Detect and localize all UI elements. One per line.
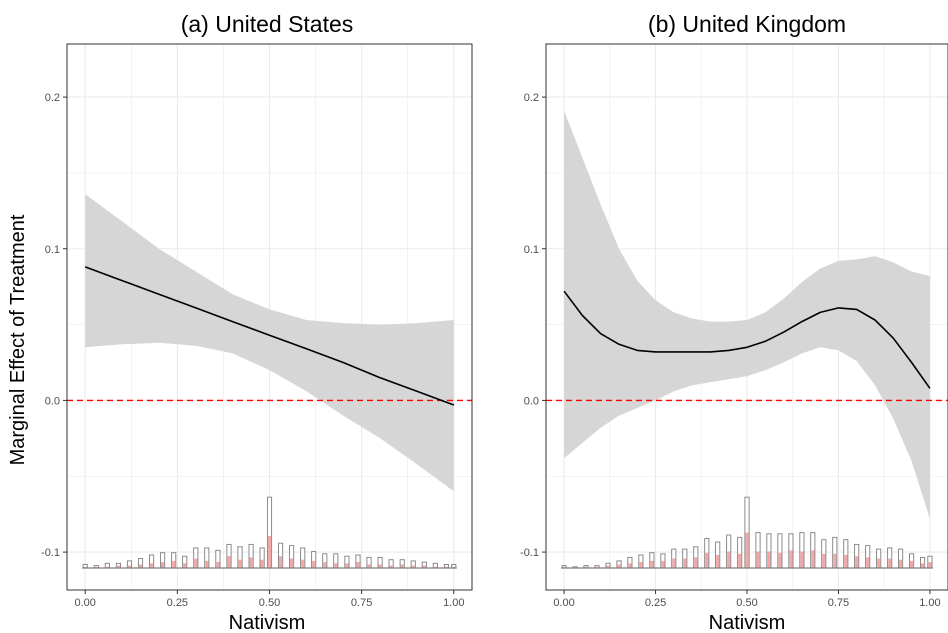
histogram-bar-treated (928, 562, 932, 568)
histogram-bar-treated (833, 553, 837, 568)
x-tick-label: 0.25 (645, 597, 666, 609)
histogram-bar-treated (345, 563, 349, 568)
histogram-bar-treated (301, 559, 305, 568)
histogram-bar-treated (756, 551, 760, 568)
histogram-bar-treated (411, 565, 415, 568)
histogram-bar-treated (150, 563, 154, 568)
histogram-bar-treated (738, 553, 742, 568)
marginal-effect-line (84, 266, 455, 406)
x-tick-label: 0.00 (553, 597, 574, 609)
histogram-bar-treated (683, 558, 687, 568)
histogram-bar-treated (334, 563, 338, 568)
x-tick-label: 0.50 (259, 597, 280, 609)
histogram-bar-treated (811, 550, 815, 568)
histogram-bar-treated (323, 562, 327, 568)
histogram-bar-treated (855, 556, 859, 568)
histogram-bar-treated (877, 558, 881, 568)
panel-united-states: (a) United States Nativism 0.00 0.25 0.50 0… (41, 11, 473, 633)
histogram-bar-treated (279, 556, 283, 568)
histogram-bar-treated (205, 560, 209, 568)
panel-title: (a) United States (181, 11, 354, 37)
histogram-bar-treated (866, 557, 870, 568)
histogram-bar-treated (661, 560, 665, 568)
histogram-bar-treated (727, 551, 731, 568)
x-axis-label: Nativism (229, 612, 306, 633)
histogram-bar-treated (356, 562, 360, 568)
histogram-bar-treated (378, 564, 382, 568)
y-tick-label: -0.1 (41, 547, 60, 559)
histogram-bar-treated (400, 564, 404, 568)
x-tick-label: 0.50 (736, 597, 757, 609)
histogram-bar-treated (650, 560, 654, 568)
histogram-bar-treated (778, 552, 782, 568)
histogram-bar-treated (367, 564, 371, 568)
histogram (561, 496, 933, 569)
y-tick-label: 0.0 (45, 395, 60, 407)
x-axis-label: Nativism (709, 612, 786, 633)
panel-title: (b) United Kingdom (648, 11, 846, 37)
y-tick-label: 0.0 (524, 395, 539, 407)
histogram-bar-treated (705, 552, 709, 568)
confidence-band (564, 110, 930, 519)
x-tick-label: 1.00 (919, 597, 940, 609)
x-tick-label: 1.00 (443, 597, 464, 609)
histogram-bar-treated (172, 560, 176, 568)
y-tick-label: 0.1 (45, 244, 60, 256)
y-tick-label: 0.1 (524, 244, 539, 256)
histogram-bar-treated (628, 563, 632, 568)
histogram-bar-treated (389, 565, 393, 568)
histogram-bar-treated (138, 564, 143, 568)
histogram-bar-treated (116, 565, 120, 568)
histogram-bar-treated (238, 559, 242, 568)
y-tick-label: -0.1 (520, 547, 539, 559)
histogram-bar-treated (267, 536, 272, 568)
x-tick-label: 0.75 (351, 597, 372, 609)
histogram-bar-treated (617, 564, 621, 568)
y-tick-label: 0.2 (524, 92, 539, 104)
confidence-band (85, 194, 454, 492)
histogram-bar-treated (249, 557, 253, 568)
histogram-bar-treated (422, 565, 426, 568)
histogram-bar-treated (910, 560, 914, 568)
histogram-bar-treated (161, 562, 165, 568)
histogram-bar-treated (888, 558, 892, 568)
histogram-bar-treated (716, 555, 720, 568)
histogram-bar-treated (767, 551, 771, 568)
y-tick-label: 0.2 (45, 92, 60, 104)
histogram-bar-treated (127, 565, 132, 568)
histogram-bar-treated (183, 563, 187, 568)
histogram-bar-treated (290, 558, 294, 568)
histogram-bar-treated (606, 565, 610, 568)
histogram-bar-treated (672, 558, 676, 568)
marginal-effect-line (563, 290, 931, 389)
histogram-bar-treated (216, 562, 220, 568)
histogram-bar-treated (822, 553, 826, 568)
panel-united-kingdom: (b) United Kingdom Nativism 0.00 0.25 0.50… (520, 11, 948, 633)
y-axis-label: Marginal Effect of Treatment (7, 214, 29, 465)
x-tick-label: 0.25 (167, 597, 188, 609)
x-tick-label: 0.00 (75, 597, 96, 609)
histogram (82, 496, 457, 569)
histogram-bar-treated (921, 563, 925, 568)
histogram-bar-treated (899, 559, 903, 568)
histogram-bar-treated (260, 559, 264, 568)
histogram-bar-treated (639, 562, 643, 568)
histogram-bar-treated (789, 550, 793, 568)
histogram-bar-treated (694, 557, 698, 568)
histogram-bar-treated (800, 551, 804, 568)
histogram-bar-treated (227, 556, 231, 568)
histogram-bar-treated (745, 532, 749, 568)
histogram-bar-treated (312, 560, 316, 568)
histogram-bar-treated (844, 555, 848, 568)
x-tick-label: 0.75 (828, 597, 849, 609)
histogram-bar-treated (194, 558, 198, 568)
